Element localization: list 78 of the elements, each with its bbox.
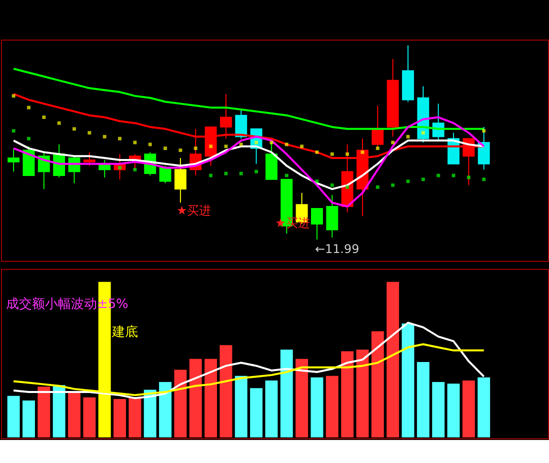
bar — [220, 345, 232, 438]
bar — [83, 397, 96, 438]
bar — [38, 386, 50, 438]
point — [194, 146, 198, 150]
point — [164, 146, 167, 150]
point — [254, 170, 258, 174]
point — [224, 172, 228, 176]
candlestick — [478, 126, 490, 170]
point — [482, 178, 486, 182]
point — [239, 172, 243, 176]
point — [330, 152, 334, 156]
bar — [478, 377, 490, 438]
point — [12, 129, 16, 133]
bar — [128, 397, 142, 438]
bar — [250, 388, 263, 438]
bar — [462, 380, 475, 438]
bar — [159, 382, 172, 438]
candlestick — [8, 148, 20, 172]
bar — [52, 385, 66, 438]
point — [209, 144, 213, 148]
bar — [114, 398, 126, 438]
bar — [68, 391, 80, 438]
bar — [310, 377, 324, 438]
candlestick — [235, 109, 248, 140]
bar — [402, 324, 414, 438]
point — [300, 144, 304, 148]
point — [27, 136, 30, 140]
point — [466, 176, 470, 180]
point — [376, 185, 380, 189]
candlestick — [372, 105, 384, 149]
text: ←11.99 — [314, 242, 360, 256]
point — [239, 142, 243, 146]
bar — [144, 390, 156, 438]
bar — [22, 400, 35, 438]
bar — [234, 376, 248, 438]
point — [27, 106, 30, 110]
candlestick — [159, 165, 172, 184]
point — [482, 129, 486, 133]
point — [57, 121, 61, 125]
bar — [204, 358, 218, 438]
bar — [265, 380, 278, 438]
candlestick — [83, 152, 96, 166]
point — [42, 116, 46, 119]
bar — [7, 396, 20, 438]
bar — [416, 362, 430, 438]
point — [178, 148, 182, 152]
bar — [326, 376, 338, 438]
bar — [296, 358, 308, 438]
bar — [341, 351, 354, 438]
point — [118, 136, 122, 140]
candlestick — [311, 208, 323, 240]
point — [284, 142, 288, 146]
bar — [356, 350, 369, 438]
point — [346, 152, 350, 156]
point — [421, 178, 425, 182]
point — [133, 168, 137, 172]
point — [376, 146, 380, 150]
bar — [386, 282, 400, 438]
point — [330, 183, 334, 187]
bar — [447, 384, 460, 438]
point — [72, 127, 76, 131]
candlestick — [326, 194, 338, 238]
bar — [174, 370, 187, 438]
annotation: 建底 — [111, 324, 138, 340]
point — [148, 142, 152, 146]
bar — [280, 350, 293, 438]
point — [102, 134, 106, 138]
point — [224, 144, 228, 148]
point — [391, 183, 395, 187]
annotation: ★买进 — [176, 203, 212, 218]
bar — [189, 358, 202, 438]
point — [88, 131, 92, 135]
candlestick — [174, 158, 186, 204]
point — [421, 131, 425, 135]
point — [12, 94, 16, 98]
point — [346, 185, 350, 189]
bar — [371, 331, 384, 438]
bar — [432, 382, 445, 438]
